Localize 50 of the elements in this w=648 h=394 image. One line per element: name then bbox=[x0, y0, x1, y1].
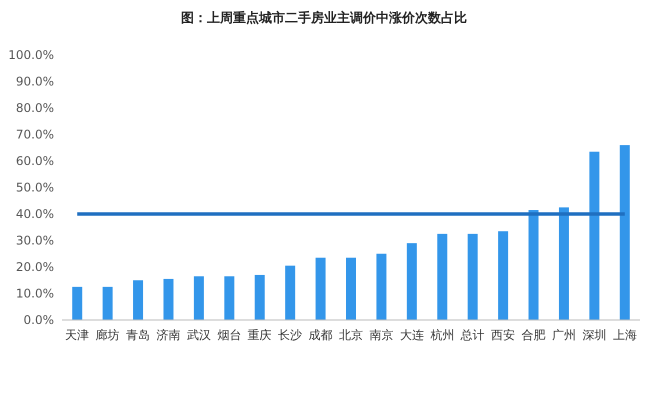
y-tick-label: 60.0% bbox=[16, 154, 54, 168]
x-tick-label: 天津 bbox=[65, 328, 90, 342]
x-tick-label: 杭州 bbox=[429, 328, 454, 342]
x-tick-label: 济南 bbox=[156, 328, 180, 342]
y-tick-label: 50.0% bbox=[16, 180, 54, 194]
y-tick-label: 100.0% bbox=[8, 48, 54, 62]
y-tick-label: 30.0% bbox=[16, 234, 54, 248]
bar bbox=[376, 254, 386, 320]
y-tick-label: 80.0% bbox=[16, 101, 54, 115]
y-tick-label: 20.0% bbox=[16, 260, 54, 274]
x-tick-label: 南京 bbox=[369, 328, 394, 342]
bar bbox=[589, 152, 600, 320]
bar bbox=[558, 207, 569, 320]
bar bbox=[102, 286, 113, 320]
bar bbox=[72, 286, 82, 320]
x-tick-label: 北京 bbox=[339, 328, 363, 342]
y-tick-label: 0.0% bbox=[24, 313, 54, 327]
bar bbox=[133, 280, 144, 320]
y-tick-label: 10.0% bbox=[16, 286, 54, 300]
x-tick-label: 大连 bbox=[400, 328, 424, 342]
x-tick-label: 西安 bbox=[491, 328, 516, 342]
x-tick-label: 青岛 bbox=[126, 328, 150, 342]
x-tick-label: 武汉 bbox=[186, 328, 211, 342]
bar bbox=[406, 243, 417, 320]
bar bbox=[254, 274, 265, 320]
x-tick-label: 长沙 bbox=[278, 328, 302, 342]
y-tick-label: 70.0% bbox=[16, 128, 54, 142]
x-tick-label: 上海 bbox=[612, 328, 637, 342]
bar bbox=[528, 210, 539, 320]
bar bbox=[224, 276, 234, 320]
chart-title: 图：上周重点城市二手房业主调价中涨价次数占比 bbox=[181, 10, 467, 26]
bar bbox=[498, 231, 508, 320]
bar bbox=[620, 145, 630, 320]
x-tick-label: 总计 bbox=[460, 328, 485, 342]
x-tick-label: 烟台 bbox=[217, 328, 242, 342]
bar bbox=[437, 234, 448, 320]
bar bbox=[316, 258, 326, 320]
bar bbox=[163, 278, 174, 320]
bar bbox=[285, 266, 296, 320]
bar bbox=[346, 258, 356, 320]
x-tick-label: 深圳 bbox=[582, 328, 606, 342]
x-tick-label: 合肥 bbox=[522, 328, 546, 342]
y-tick-label: 90.0% bbox=[16, 74, 54, 88]
bar bbox=[468, 234, 478, 320]
bar bbox=[194, 276, 204, 320]
x-tick-label: 重庆 bbox=[248, 328, 272, 342]
x-tick-label: 廊坊 bbox=[96, 328, 120, 342]
y-tick-label: 40.0% bbox=[16, 207, 54, 221]
x-tick-label: 广州 bbox=[552, 328, 576, 342]
x-tick-label: 成都 bbox=[308, 328, 333, 342]
